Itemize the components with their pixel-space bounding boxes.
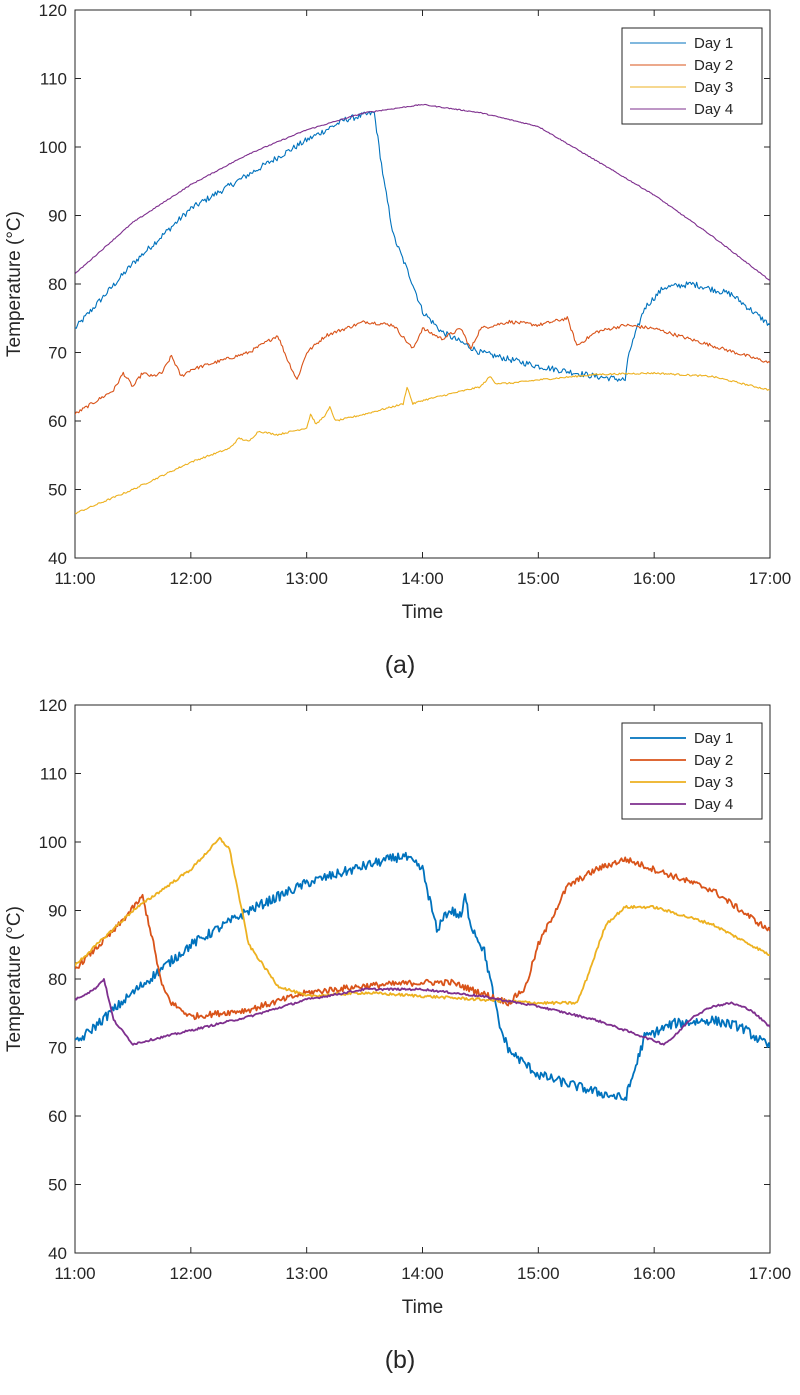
series-line-day-1	[75, 851, 770, 1101]
legend-label: Day 4	[694, 101, 733, 118]
y-tick-label: 70	[48, 1039, 67, 1058]
y-axis-label: Temperature (°C)	[4, 906, 25, 1052]
figure-b: 40 50 60 70 80 90 100 110 120 11:00 12:00 13:00 14:0…	[0, 695, 800, 1390]
x-tick-label: 13:00	[285, 1264, 328, 1283]
x-tick-label: 14:00	[401, 569, 444, 588]
legend: Day 1 Day 2 Day 3 Day 4	[621, 722, 763, 820]
y-tick-label: 120	[39, 1, 67, 20]
y-tick-label: 120	[39, 696, 67, 715]
y-tick-label: 60	[48, 1107, 67, 1126]
figure-caption: (b)	[385, 1346, 416, 1374]
y-axis-label: Temperature (°C)	[4, 211, 25, 357]
legend: Day 1 Day 2 Day 3 Day 4	[621, 27, 763, 125]
x-tick-label: 11:00	[54, 569, 95, 588]
x-tick-label: 16:00	[633, 569, 676, 588]
x-tick-label: 13:00	[285, 569, 328, 588]
x-tick-label: 17:00	[749, 569, 792, 588]
y-tick-label: 40	[48, 549, 67, 568]
legend-label: Day 1	[694, 35, 733, 52]
legend-label: Day 1	[694, 730, 733, 747]
y-tick-label: 110	[40, 765, 67, 784]
figure-caption: (a)	[385, 651, 416, 679]
legend-label: Day 2	[694, 752, 733, 769]
legend-box	[621, 722, 763, 820]
series-line-day-3	[75, 371, 770, 515]
series-line-day-1	[75, 110, 770, 382]
x-tick-label: 14:00	[401, 1264, 444, 1283]
y-tick-label: 110	[40, 70, 67, 89]
y-tick-label: 80	[48, 970, 67, 989]
line-chart-b: 40 50 60 70 80 90 100 110 120 11:00 12:00 13:00 14:0…	[4, 696, 792, 1374]
x-tick-label: 12:00	[170, 569, 213, 588]
y-tick-label: 100	[39, 833, 67, 852]
series-line-day-3	[75, 836, 770, 1006]
y-tick-label: 50	[48, 481, 67, 500]
y-tick-label: 100	[39, 138, 67, 157]
series-line-day-2	[75, 856, 770, 1021]
x-tick-label: 15:00	[517, 1264, 560, 1283]
series-group	[75, 103, 770, 515]
y-tick-label: 40	[48, 1244, 67, 1263]
y-tick-label: 90	[48, 902, 67, 921]
series-line-day-4	[75, 978, 770, 1046]
y-tick-label: 60	[48, 412, 67, 431]
y-tick-label: 70	[48, 344, 67, 363]
legend-label: Day 3	[694, 79, 733, 96]
figure-a: 40 50 60 70 80 90 100 110 120 11:00 12:00 13:00 14:0…	[0, 0, 800, 695]
line-chart-a: 40 50 60 70 80 90 100 110 120 11:00 12:00 13:00 14:0…	[4, 1, 792, 679]
x-tick-label: 12:00	[170, 1264, 213, 1283]
series-line-day-2	[75, 316, 770, 415]
series-line-day-4	[75, 103, 770, 282]
x-tick-label: 16:00	[633, 1264, 676, 1283]
x-tick-label: 11:00	[54, 1264, 95, 1283]
x-axis-label: Time	[402, 602, 444, 623]
x-tick-label: 17:00	[749, 1264, 792, 1283]
x-axis-label: Time	[402, 1297, 444, 1318]
legend-label: Day 4	[694, 796, 733, 813]
series-group	[75, 836, 770, 1101]
legend-label: Day 2	[694, 57, 733, 74]
legend-label: Day 3	[694, 774, 733, 791]
y-tick-label: 90	[48, 207, 67, 226]
x-tick-label: 15:00	[517, 569, 560, 588]
legend-box	[621, 27, 763, 125]
y-tick-label: 50	[48, 1176, 67, 1195]
y-tick-label: 80	[48, 275, 67, 294]
